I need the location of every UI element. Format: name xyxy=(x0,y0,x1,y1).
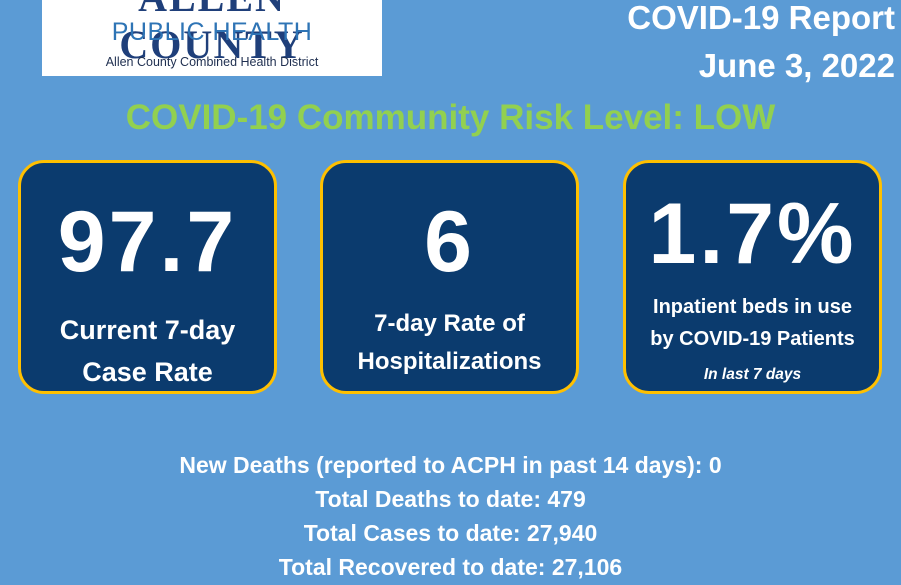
agency-logo: ALLEN COUNTY PUBLIC HEALTH Allen County … xyxy=(42,0,382,76)
community-risk-level: COVID-19 Community Risk Level: LOW xyxy=(125,98,776,137)
summary-stats: New Deaths (reported to ACPH in past 14 … xyxy=(0,448,901,584)
case-rate-label-line2: Case Rate xyxy=(82,357,213,387)
logo-county-name: ALLEN COUNTY xyxy=(119,0,305,67)
hospitalization-rate-label-line1: 7-day Rate of xyxy=(374,310,525,337)
report-title: COVID-19 Report xyxy=(627,0,895,36)
hospitalization-rate-label: 7-day Rate of Hospitalizations xyxy=(323,305,576,381)
inpatient-beds-card: 1.7% Inpatient beds in use by COVID-19 P… xyxy=(623,160,882,394)
hospitalization-rate-card: 6 7-day Rate of Hospitalizations xyxy=(320,160,579,394)
case-rate-card: 97.7 Current 7-day Case Rate xyxy=(18,160,277,394)
new-deaths-stat: New Deaths (reported to ACPH in past 14 … xyxy=(179,452,722,478)
total-deaths-stat: Total Deaths to date: 479 xyxy=(315,486,586,512)
total-cases-stat: Total Cases to date: 27,940 xyxy=(303,520,598,546)
inpatient-beds-value: 1.7% xyxy=(648,186,857,282)
inpatient-beds-note: In last 7 days xyxy=(703,366,802,383)
hospitalization-rate-label-line2: Hospitalizations xyxy=(357,348,542,375)
case-rate-label-line1: Current 7-day xyxy=(59,315,236,345)
logo-public-health: PUBLIC HEALTH xyxy=(111,18,313,46)
inpatient-beds-label-line2: by COVID-19 Patients xyxy=(650,328,855,350)
logo-district-name: Allen County Combined Health District xyxy=(105,55,319,69)
report-date: June 3, 2022 xyxy=(698,47,895,84)
inpatient-beds-label: Inpatient beds in use by COVID-19 Patien… xyxy=(626,291,879,355)
total-recovered-stat: Total Recovered to date: 27,106 xyxy=(278,554,623,580)
inpatient-beds-label-line1: Inpatient beds in use xyxy=(653,296,852,318)
hospitalization-rate-value: 6 xyxy=(424,194,475,290)
case-rate-value: 97.7 xyxy=(57,194,238,290)
report-header: COVID-19 Report June 3, 2022 xyxy=(627,0,895,90)
case-rate-label: Current 7-day Case Rate xyxy=(21,309,274,393)
